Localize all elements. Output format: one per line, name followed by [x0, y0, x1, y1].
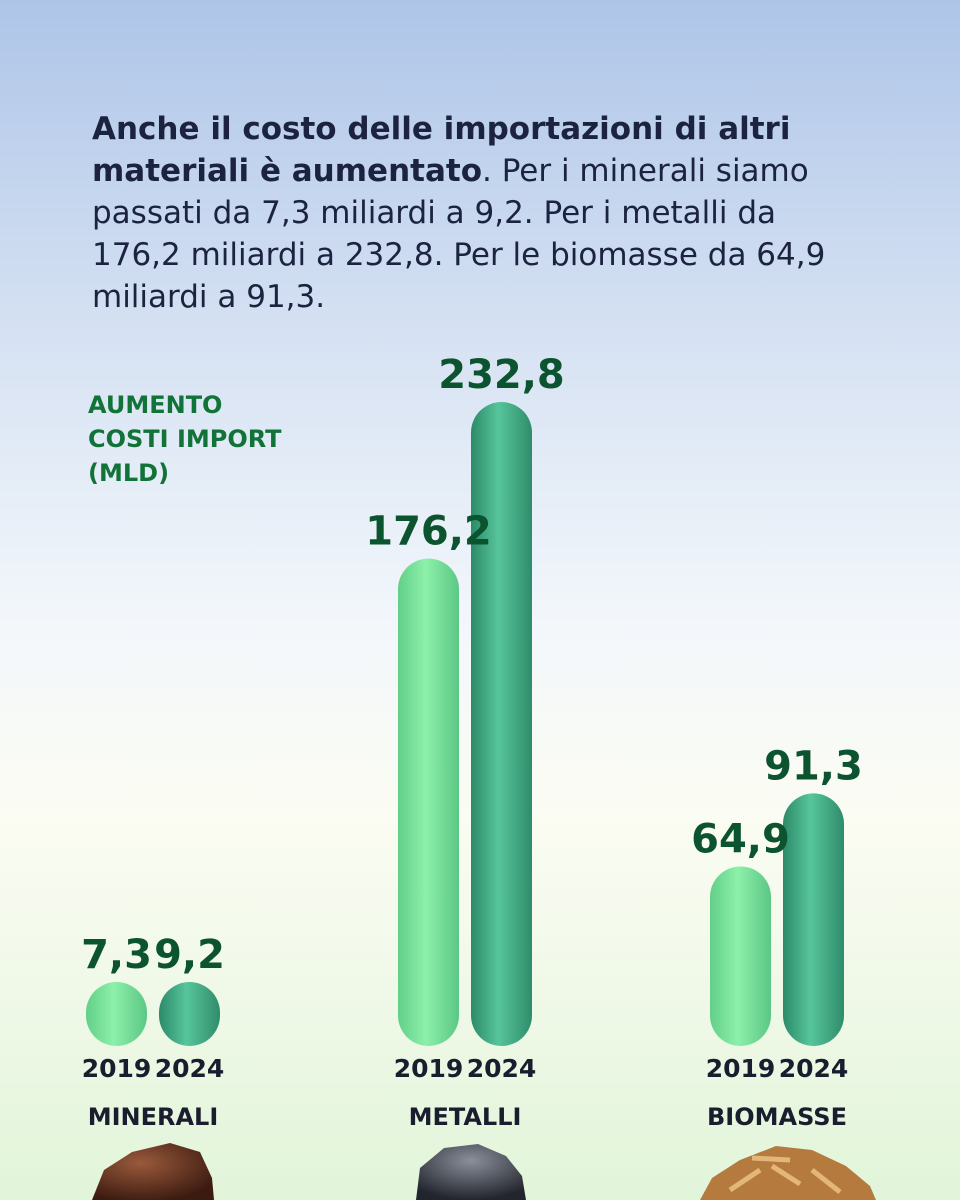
bar-biomasse-2019: [710, 866, 771, 1046]
intro-text: Anche il costo delle importazioni di alt…: [92, 108, 872, 318]
y-axis-label: AUMENTO COSTI IMPORT (MLD): [88, 391, 282, 487]
bar-metalli-2024: [471, 402, 532, 1046]
category-label-biomasse: BIOMASSE: [707, 1103, 847, 1131]
bar-biomasse-2024: [783, 793, 844, 1046]
intro-bold: Anche il costo delle importazioni di alt…: [92, 111, 791, 189]
year-label-metalli-2024: 2024: [467, 1054, 537, 1083]
value-label-minerali-2024: 9,2: [154, 932, 225, 978]
year-label-minerali-2019: 2019: [82, 1054, 152, 1083]
value-label-metalli-2024: 232,8: [438, 352, 565, 398]
value-label-biomasse-2019: 64,9: [691, 816, 790, 862]
bar-minerali-2019: [86, 982, 147, 1046]
intro-rest: . Per i minerali siamo passati da 7,3 mi…: [92, 153, 826, 315]
value-label-biomasse-2024: 91,3: [764, 743, 863, 789]
biomasse-woodchips-detail: [728, 1155, 842, 1194]
category-label-metalli: METALLI: [409, 1103, 522, 1131]
value-label-metalli-2019: 176,2: [365, 509, 492, 555]
value-label-minerali-2019: 7,3: [81, 932, 152, 978]
year-label-metalli-2019: 2019: [394, 1054, 464, 1083]
labels-layer: 7,3 2019 9,2 2024 MINERALI 176,2 2019 232,8 2024…: [81, 352, 863, 1131]
bar-minerali-2024: [159, 982, 220, 1046]
metalli-ore-image: [416, 1144, 526, 1200]
year-label-minerali-2024: 2024: [155, 1054, 225, 1083]
bar-metalli-2019: [398, 558, 459, 1046]
year-label-biomasse-2019: 2019: [706, 1054, 776, 1083]
minerali-stone-image: [92, 1143, 214, 1200]
biomasse-woodchips-image: [700, 1146, 876, 1200]
year-label-biomasse-2024: 2024: [779, 1054, 849, 1083]
category-label-minerali: MINERALI: [88, 1103, 219, 1131]
bars-layer: [86, 402, 844, 1046]
